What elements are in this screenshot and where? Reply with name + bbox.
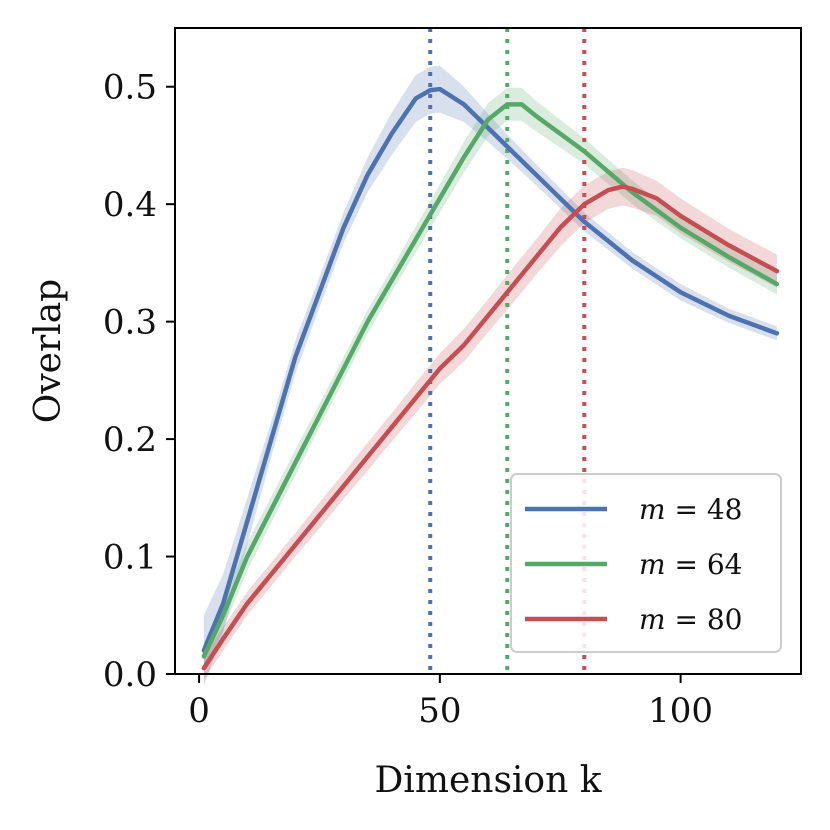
x-axis-label: Dimension k [374, 760, 602, 801]
line-m-80 [201, 184, 780, 671]
legend-label: m = 64 [639, 548, 742, 581]
y-tick-label: 0.1 [103, 538, 157, 578]
y-tick-label: 0.2 [103, 420, 157, 460]
y-axis-label: Overlap [28, 279, 69, 423]
y-tick-label: 0.4 [103, 185, 157, 225]
x-tick-label: 50 [418, 691, 461, 731]
reference-lines [428, 28, 587, 674]
y-tick-label: 0.5 [103, 68, 157, 108]
legend: m = 48 m = 64 m = 80 [510, 473, 782, 653]
x-tick-label: 0 [188, 691, 210, 731]
y-tick-label: 0.3 [103, 303, 157, 343]
x-tick-label: 100 [648, 691, 713, 731]
legend-label: m = 48 [639, 493, 742, 526]
line-m-64 [201, 102, 780, 659]
legend-box [510, 473, 782, 653]
axes: 0 50 100 0.0 0.1 0.2 0.3 0.4 0.5 Dimension k Overl… [28, 27, 802, 801]
y-tick-label: 0.0 [103, 655, 157, 695]
line-m-48 [201, 86, 780, 653]
axes-frame [174, 27, 802, 675]
series-lines [201, 86, 780, 671]
legend-label: m = 80 [639, 603, 742, 636]
